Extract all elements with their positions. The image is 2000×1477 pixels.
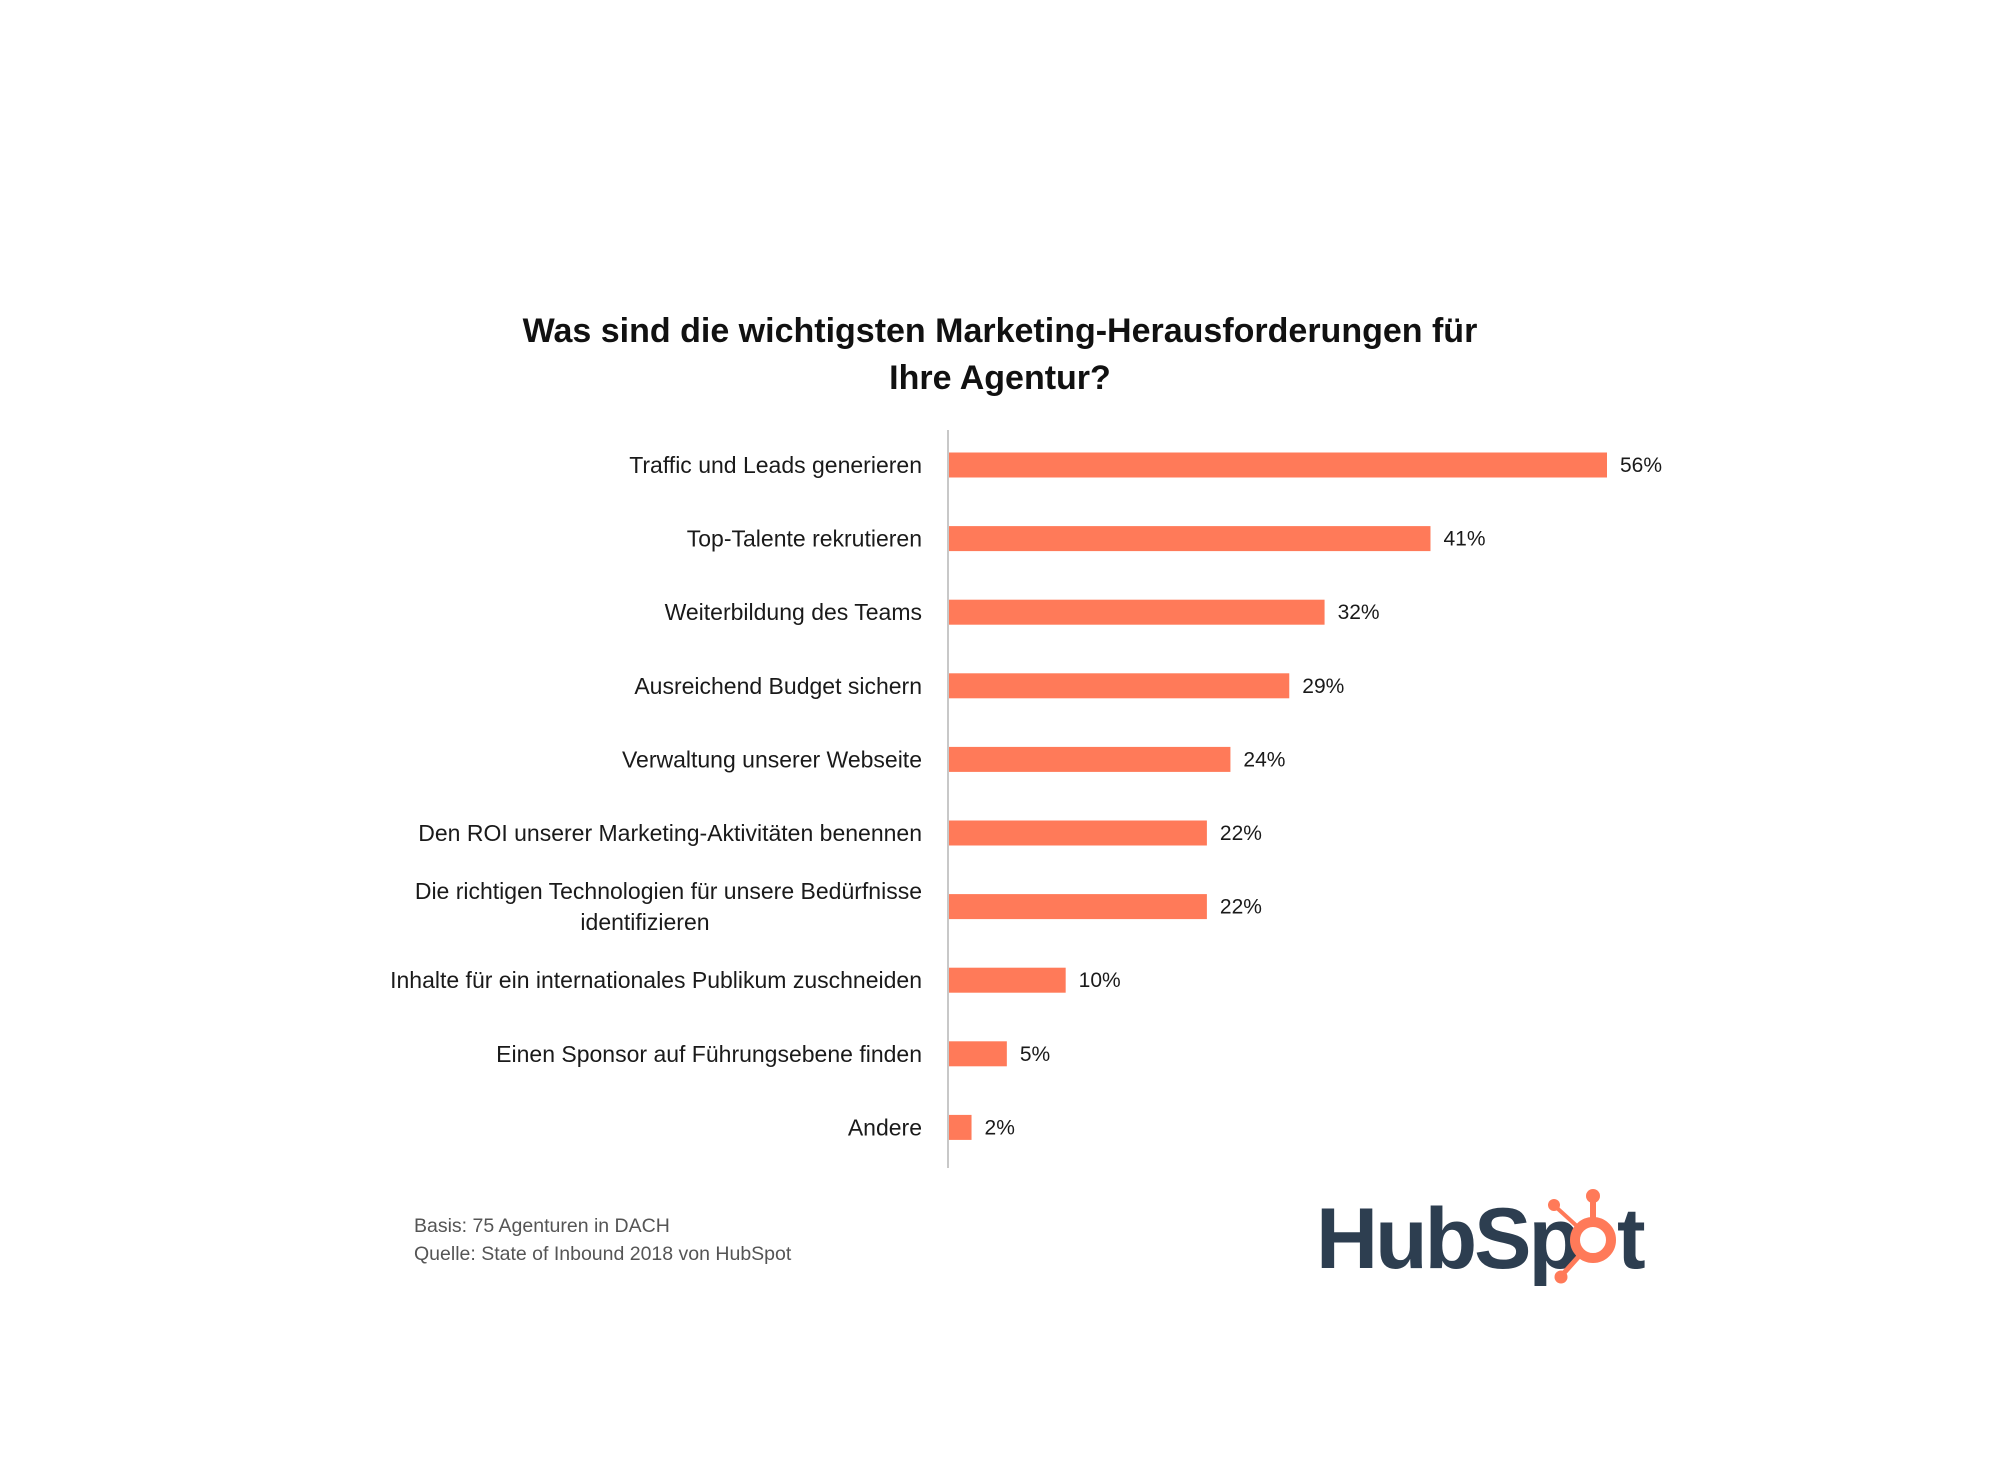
value-label-6: 22% (1220, 896, 1262, 919)
category-label-8: Einen Sponsor auf Führungsebene finden (496, 1041, 922, 1067)
value-label-5: 22% (1220, 822, 1262, 845)
value-label-3: 29% (1302, 675, 1344, 698)
category-label-0: Traffic und Leads generieren (629, 452, 922, 478)
bar-5 (948, 820, 1207, 846)
bar-4 (948, 746, 1231, 772)
value-label-1: 41% (1443, 528, 1485, 551)
value-label-7: 10% (1079, 969, 1121, 992)
category-label-3: Ausreichend Budget sichern (634, 673, 922, 699)
value-label-0: 56% (1620, 454, 1662, 477)
bar-0 (948, 452, 1607, 478)
chart-title-line-2: Ihre Agentur? (889, 359, 1111, 397)
category-label-2: Weiterbildung des Teams (665, 599, 922, 625)
bar-2 (948, 599, 1325, 625)
value-label-9: 2% (985, 1116, 1015, 1139)
logo-text-left: HubSp (1316, 1191, 1578, 1287)
bar-9 (948, 1114, 972, 1140)
category-label-5: Den ROI unserer Marketing-Aktivitäten be… (418, 820, 922, 846)
value-label-4: 24% (1243, 748, 1285, 771)
category-label-9: Andere (848, 1114, 922, 1140)
bar-6 (948, 894, 1207, 920)
chart-title: Was sind die wichtigsten Marketing-Herau… (400, 308, 1600, 402)
sprocket-icon (1548, 1189, 1616, 1284)
hubspot-logo: HubSp t (1316, 1189, 1646, 1287)
footnote-basis: Basis: 75 Agenturen in DACH (414, 1215, 670, 1237)
bar-7 (948, 967, 1066, 993)
category-label-7: Inhalte für ein internationales Publikum… (390, 967, 922, 993)
logo-text-right: t (1617, 1191, 1646, 1287)
value-label-8: 5% (1020, 1043, 1050, 1066)
category-label-6: Die richtigen Technologien für unsere Be… (415, 878, 922, 935)
value-label-2: 32% (1338, 601, 1380, 624)
category-label-1: Top-Talente rekrutieren (687, 526, 922, 552)
chart-title-line-1: Was sind die wichtigsten Marketing-Herau… (522, 312, 1478, 350)
bar-1 (948, 526, 1431, 552)
footnote-source: Quelle: State of Inbound 2018 von HubSpo… (414, 1243, 792, 1265)
bars-layer: 56% Traffic und Leads generieren 41% Top-Ta… (390, 452, 1662, 1140)
bar-3 (948, 673, 1290, 699)
bar-8 (948, 1041, 1007, 1067)
category-label-4: Verwaltung unserer Webseite (622, 746, 922, 772)
